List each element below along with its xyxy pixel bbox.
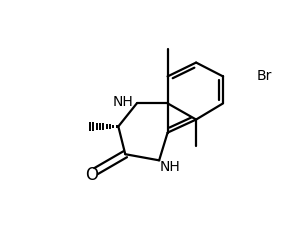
Text: NH: NH [160, 159, 180, 174]
Text: O: O [85, 166, 98, 184]
Text: Br: Br [257, 69, 272, 83]
Text: NH: NH [112, 95, 133, 109]
